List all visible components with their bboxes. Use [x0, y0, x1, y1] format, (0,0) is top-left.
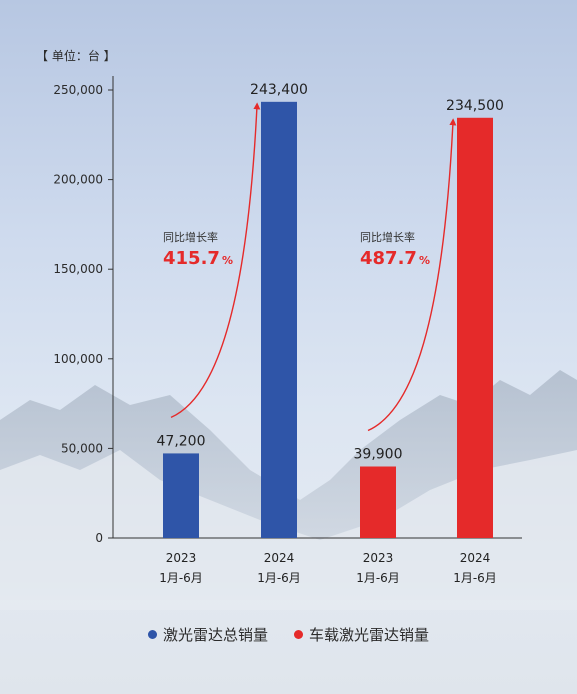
- growth-label: 同比增长率: [163, 230, 218, 244]
- legend-label-total: 激光雷达总销量: [162, 625, 268, 644]
- growth-label: 同比增长率: [360, 230, 415, 244]
- bar-0-0: [163, 453, 199, 538]
- legend-label-vehicle: 车载激光雷达销量: [309, 625, 430, 644]
- x-tick-year: 2024: [460, 551, 491, 565]
- x-tick-period: 1月-6月: [356, 571, 400, 585]
- bars: [163, 101, 493, 538]
- y-tick-label: 50,000: [61, 441, 103, 455]
- growth-value: 487.7%: [360, 248, 430, 269]
- y-tick-label: 100,000: [53, 352, 103, 366]
- x-tick-year: 2024: [264, 551, 295, 565]
- unit-label: 【 单位：台 】: [36, 49, 116, 63]
- y-tick-label: 200,000: [53, 173, 103, 187]
- bar-value-label: 234,500: [446, 98, 504, 114]
- bar-0-1: [261, 101, 297, 538]
- axes: 0 50,000 100,000 150,000 200,000 250,000: [53, 76, 522, 545]
- legend: 激光雷达总销量 车载激光雷达销量: [0, 622, 577, 646]
- x-tick-year: 2023: [363, 551, 394, 565]
- x-tick-period: 1月-6月: [159, 571, 203, 585]
- y-tick-label: 150,000: [53, 262, 103, 276]
- growth-arrow-0: [170, 102, 261, 419]
- legend-item-total: 激光雷达总销量: [147, 622, 268, 646]
- y-tick-label: 250,000: [53, 83, 103, 97]
- bar-value-label: 39,900: [354, 446, 403, 462]
- legend-dot-total: [147, 629, 157, 639]
- y-tick-label: 0: [95, 531, 103, 545]
- bar-1-0: [360, 466, 396, 538]
- growth-value: 415.7%: [163, 248, 233, 269]
- x-tick-period: 1月-6月: [257, 571, 301, 585]
- growth-arrow-1: [367, 118, 457, 432]
- bar-value-label: 47,200: [157, 433, 206, 449]
- bar-1-1: [457, 117, 493, 538]
- legend-item-vehicle: 车载激光雷达销量: [294, 622, 429, 646]
- bar-value-label: 243,400: [250, 82, 308, 98]
- labels: 47,200 2023 1月-6月 243,400 2024 1月-6月 39,900 202…: [157, 82, 504, 585]
- x-tick-period: 1月-6月: [453, 571, 497, 585]
- growth-arrows: [170, 102, 457, 432]
- legend-dot-vehicle: [294, 629, 303, 639]
- x-tick-year: 2023: [166, 551, 197, 565]
